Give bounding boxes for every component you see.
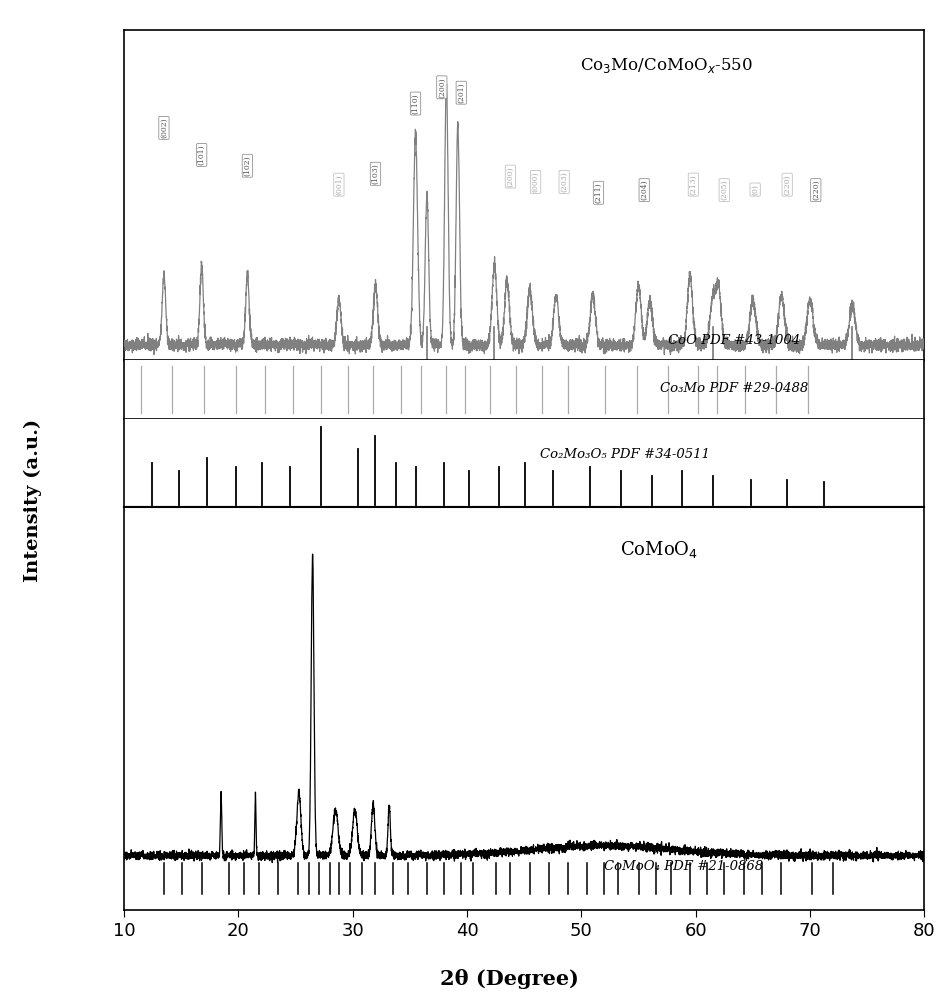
Text: (101): (101) — [197, 145, 206, 165]
Text: (211): (211) — [594, 182, 602, 203]
Text: (213): (213) — [688, 174, 697, 195]
Text: Intensity (a.u.): Intensity (a.u.) — [24, 418, 42, 582]
Text: (200): (200) — [506, 166, 514, 187]
Text: CoO PDF #43-1004: CoO PDF #43-1004 — [667, 334, 800, 347]
Text: (000): (000) — [531, 172, 539, 192]
Text: CoMoO$_4$: CoMoO$_4$ — [620, 539, 698, 560]
Text: (102): (102) — [243, 155, 251, 176]
Text: Co₂Mo₃O₅ PDF #34-0511: Co₂Mo₃O₅ PDF #34-0511 — [540, 448, 709, 461]
Text: (220): (220) — [811, 180, 819, 200]
Text: (0): (0) — [750, 184, 759, 195]
Text: CoMoO₄ PDF #21-0868: CoMoO₄ PDF #21-0868 — [604, 860, 763, 873]
Text: (002): (002) — [160, 118, 168, 138]
Text: (200): (200) — [437, 77, 446, 98]
Text: Co$_3$Mo/CoMoO$_x$-550: Co$_3$Mo/CoMoO$_x$-550 — [580, 56, 752, 75]
Text: (205): (205) — [720, 180, 727, 200]
Text: 2θ (Degree): 2θ (Degree) — [440, 969, 579, 989]
Text: (204): (204) — [640, 180, 647, 200]
Text: (110): (110) — [411, 93, 419, 114]
Text: (203): (203) — [560, 172, 567, 192]
Text: Co₃Mo PDF #29-0488: Co₃Mo PDF #29-0488 — [660, 382, 807, 395]
Text: (220): (220) — [783, 174, 790, 195]
Text: (103): (103) — [371, 163, 379, 184]
Text: (201): (201) — [457, 82, 465, 103]
Text: (001): (001) — [334, 174, 343, 195]
